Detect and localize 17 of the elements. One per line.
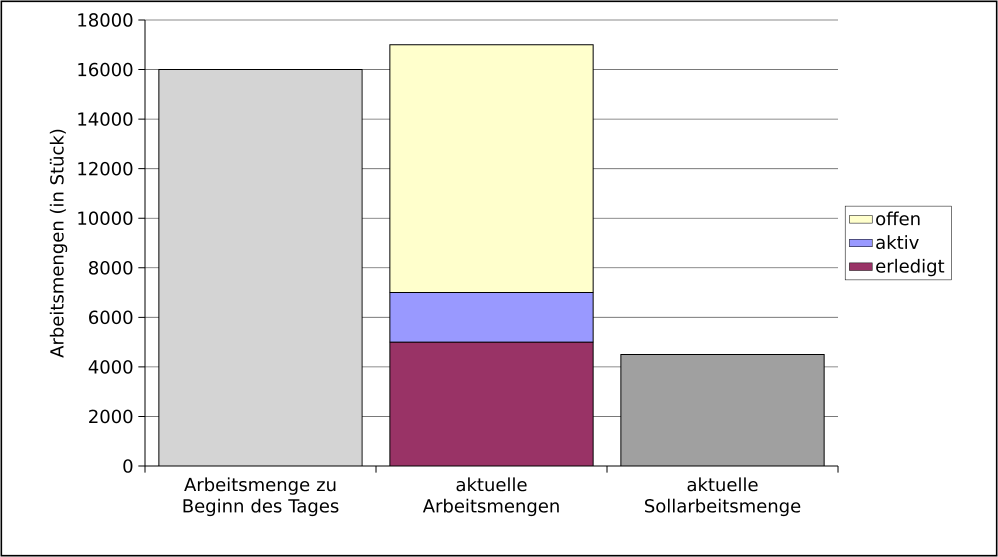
- y-tick-label: 6000: [89, 310, 132, 324]
- x-tick-label: aktuelle Arbeitsmengen: [422, 477, 559, 516]
- y-tick-label: 2000: [89, 410, 132, 424]
- legend-label: erledigt: [876, 258, 944, 276]
- y-axis-title: Arbeitsmengen (in Stück): [50, 130, 68, 358]
- y-tick-label: 12000: [78, 162, 132, 176]
- legend-label: offen: [876, 211, 920, 226]
- legend-label: aktiv: [876, 235, 919, 250]
- x-tick-label: Arbeitsmenge zu Beginn des Tages: [184, 477, 338, 516]
- y-tick-label: 10000: [78, 211, 132, 226]
- y-tick-label: 0: [123, 459, 132, 473]
- y-tick-label: 14000: [78, 112, 132, 126]
- x-tick-label: aktuelle Sollarbeitsmenge: [645, 477, 800, 516]
- y-tick-label: 4000: [88, 360, 132, 374]
- y-tick-label: 16000: [78, 62, 132, 76]
- y-tick-label: 18000: [78, 13, 132, 27]
- y-tick-label: 8000: [89, 260, 132, 275]
